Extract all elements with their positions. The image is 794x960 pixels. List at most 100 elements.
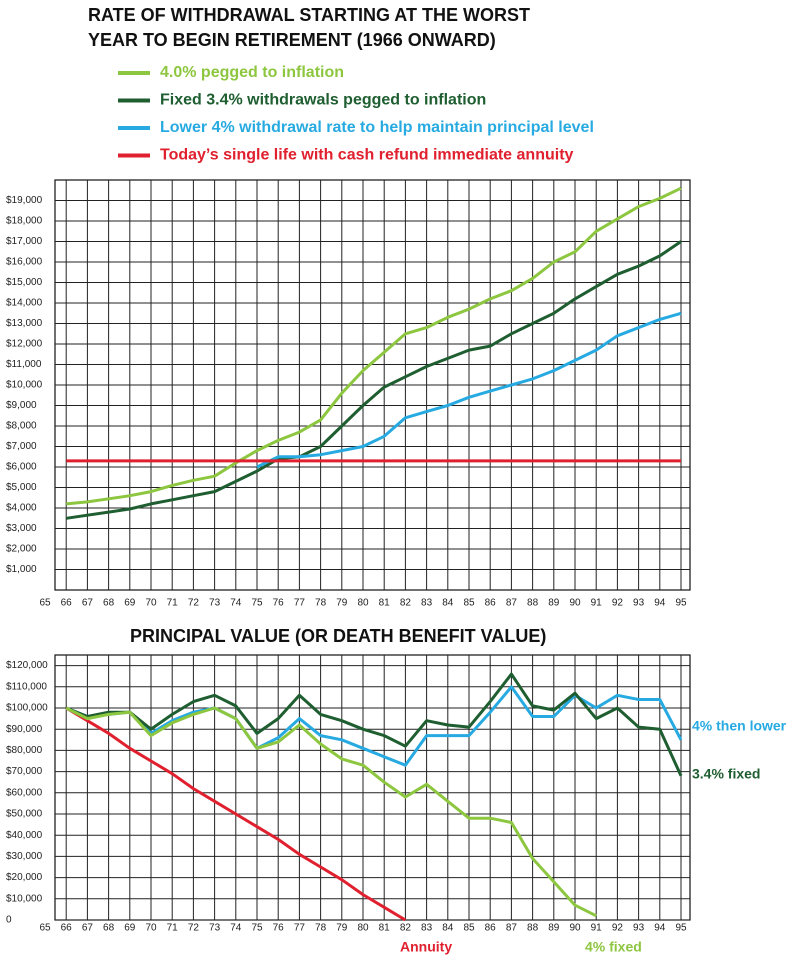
y-tick-label: $40,000 bbox=[6, 830, 43, 841]
series-end-label: Annuity bbox=[400, 939, 452, 955]
x-tick-label: 94 bbox=[654, 598, 666, 609]
series-line bbox=[66, 186, 682, 506]
x-tick-label: 77 bbox=[294, 923, 306, 934]
y-tick-label: $13,000 bbox=[6, 318, 43, 329]
series-line bbox=[65, 706, 597, 918]
x-tick-label: 86 bbox=[485, 598, 497, 609]
x-tick-label: 78 bbox=[315, 923, 327, 934]
y-tick-label: $4,000 bbox=[6, 503, 37, 514]
x-tick-label: 79 bbox=[336, 923, 348, 934]
legend-label: Fixed 3.4% withdrawals pegged to inflati… bbox=[160, 92, 486, 109]
x-tick-label: 86 bbox=[485, 923, 497, 934]
x-tick-label: 69 bbox=[124, 923, 136, 934]
x-tick-label: 90 bbox=[569, 598, 581, 609]
y-tick-label: $5,000 bbox=[6, 482, 37, 493]
x-tick-label: 77 bbox=[294, 598, 306, 609]
x-tick-label: 71 bbox=[167, 923, 179, 934]
x-tick-label: 72 bbox=[188, 598, 200, 609]
y-tick-label: $10,000 bbox=[6, 380, 43, 391]
x-tick-label: 76 bbox=[273, 923, 285, 934]
x-tick-label: 67 bbox=[82, 598, 94, 609]
x-tick-label: 95 bbox=[675, 923, 687, 934]
y-tick-label: $19,000 bbox=[6, 195, 43, 206]
x-tick-label: 92 bbox=[612, 923, 624, 934]
x-tick-label: 66 bbox=[61, 923, 73, 934]
y-tick-label: 0 bbox=[6, 915, 12, 926]
y-tick-label: $10,000 bbox=[6, 893, 43, 904]
x-tick-label: 80 bbox=[357, 923, 369, 934]
y-tick-label: $15,000 bbox=[6, 277, 43, 288]
chart-title: YEAR TO BEGIN RETIREMENT (1966 ONWARD) bbox=[88, 30, 496, 50]
x-tick-label: 70 bbox=[145, 923, 157, 934]
y-tick-label: $90,000 bbox=[6, 724, 43, 735]
x-tick-label: 90 bbox=[569, 923, 581, 934]
x-tick-label: 70 bbox=[145, 598, 157, 609]
series-line bbox=[65, 706, 407, 922]
x-tick-label: 67 bbox=[82, 923, 94, 934]
x-tick-label: 75 bbox=[251, 598, 263, 609]
x-tick-label: 84 bbox=[442, 598, 454, 609]
y-tick-label: $6,000 bbox=[6, 462, 37, 473]
x-tick-label: 81 bbox=[379, 598, 391, 609]
x-tick-label: 76 bbox=[273, 598, 285, 609]
x-tick-label: 78 bbox=[315, 598, 327, 609]
series-end-label: 4% then lower bbox=[692, 718, 787, 734]
y-tick-label: $20,000 bbox=[6, 872, 43, 883]
y-tick-label: $2,000 bbox=[6, 544, 37, 555]
x-tick-label: 74 bbox=[230, 598, 242, 609]
y-tick-label: $16,000 bbox=[6, 257, 43, 268]
x-tick-label: 65 bbox=[39, 598, 51, 609]
legend-label: Lower 4% withdrawal rate to help maintai… bbox=[160, 119, 594, 136]
x-tick-label: 82 bbox=[400, 923, 412, 934]
x-tick-label: 72 bbox=[188, 923, 200, 934]
x-tick-label: 94 bbox=[654, 923, 666, 934]
x-tick-label: 91 bbox=[591, 923, 603, 934]
chart-title: RATE OF WITHDRAWAL STARTING AT THE WORST bbox=[88, 5, 530, 25]
x-tick-label: 87 bbox=[506, 598, 518, 609]
legend-label: 4.0% pegged to inflation bbox=[160, 64, 344, 81]
x-tick-label: 65 bbox=[39, 923, 51, 934]
series-end-label: 4% fixed bbox=[585, 939, 642, 955]
x-tick-label: 79 bbox=[336, 598, 348, 609]
x-tick-label: 81 bbox=[379, 923, 391, 934]
x-tick-label: 85 bbox=[463, 923, 475, 934]
x-tick-label: 69 bbox=[124, 598, 136, 609]
y-tick-label: $18,000 bbox=[6, 216, 43, 227]
y-tick-label: $100,000 bbox=[6, 703, 48, 714]
x-tick-label: 68 bbox=[103, 923, 115, 934]
x-tick-label: 95 bbox=[675, 598, 687, 609]
series-line bbox=[65, 240, 682, 520]
legend-label: Today’s single life with cash refund imm… bbox=[160, 147, 574, 164]
series-line bbox=[65, 672, 683, 777]
x-tick-label: 91 bbox=[591, 598, 603, 609]
y-tick-label: $110,000 bbox=[6, 681, 47, 692]
y-tick-label: $120,000 bbox=[6, 660, 48, 671]
x-tick-label: 71 bbox=[167, 598, 179, 609]
x-tick-label: 73 bbox=[209, 923, 221, 934]
x-tick-label: 68 bbox=[103, 598, 115, 609]
y-tick-label: $11,000 bbox=[6, 359, 42, 370]
x-tick-label: 74 bbox=[230, 923, 242, 934]
x-tick-label: 88 bbox=[527, 923, 539, 934]
x-tick-label: 89 bbox=[548, 923, 560, 934]
y-tick-label: $3,000 bbox=[6, 523, 37, 534]
plot-area bbox=[54, 654, 691, 921]
x-tick-label: 83 bbox=[421, 923, 433, 934]
x-tick-label: 87 bbox=[506, 923, 518, 934]
y-tick-label: $8,000 bbox=[6, 421, 37, 432]
x-tick-label: 80 bbox=[357, 598, 369, 609]
x-tick-label: 66 bbox=[61, 598, 73, 609]
x-tick-label: 73 bbox=[209, 598, 221, 609]
x-tick-label: 83 bbox=[421, 598, 433, 609]
y-tick-label: $50,000 bbox=[6, 809, 43, 820]
y-tick-label: $14,000 bbox=[6, 298, 43, 309]
y-tick-label: $80,000 bbox=[6, 745, 43, 756]
x-tick-label: 75 bbox=[251, 923, 263, 934]
y-tick-label: $1,000 bbox=[6, 564, 37, 575]
x-tick-label: 85 bbox=[463, 598, 475, 609]
x-tick-label: 93 bbox=[633, 598, 645, 609]
series-end-label: 3.4% fixed bbox=[692, 766, 760, 782]
y-tick-label: $60,000 bbox=[6, 787, 43, 798]
x-tick-label: 92 bbox=[612, 598, 624, 609]
